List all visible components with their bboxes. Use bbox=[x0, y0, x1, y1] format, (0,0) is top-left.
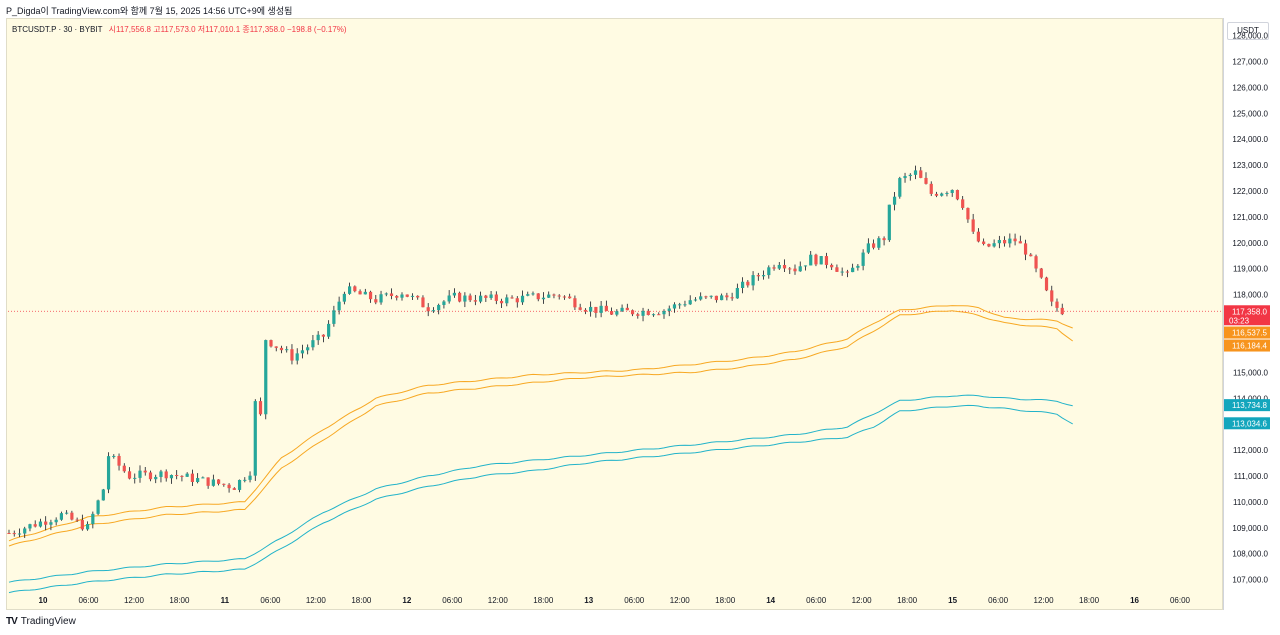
symbol-label[interactable]: BTCUSDT.P · 30 · BYBIT bbox=[12, 25, 103, 34]
chart-pane[interactable] bbox=[6, 18, 1223, 610]
tradingview-logo-icon: TV bbox=[6, 616, 18, 627]
symbol-legend: BTCUSDT.P · 30 · BYBIT 시117,556.8 고117,5… bbox=[12, 24, 347, 35]
chart-caption: P_Digda이 TradingView.com와 함께 7월 15, 2025… bbox=[6, 6, 293, 16]
price-axis[interactable] bbox=[1223, 18, 1274, 610]
currency-button[interactable]: USDT bbox=[1227, 22, 1269, 40]
footer: TV TradingView bbox=[6, 616, 76, 627]
brand-name: TradingView bbox=[20, 616, 76, 627]
ohlc-values: 시117,556.8 고117,573.0 저117,010.1 종117,35… bbox=[108, 25, 347, 34]
